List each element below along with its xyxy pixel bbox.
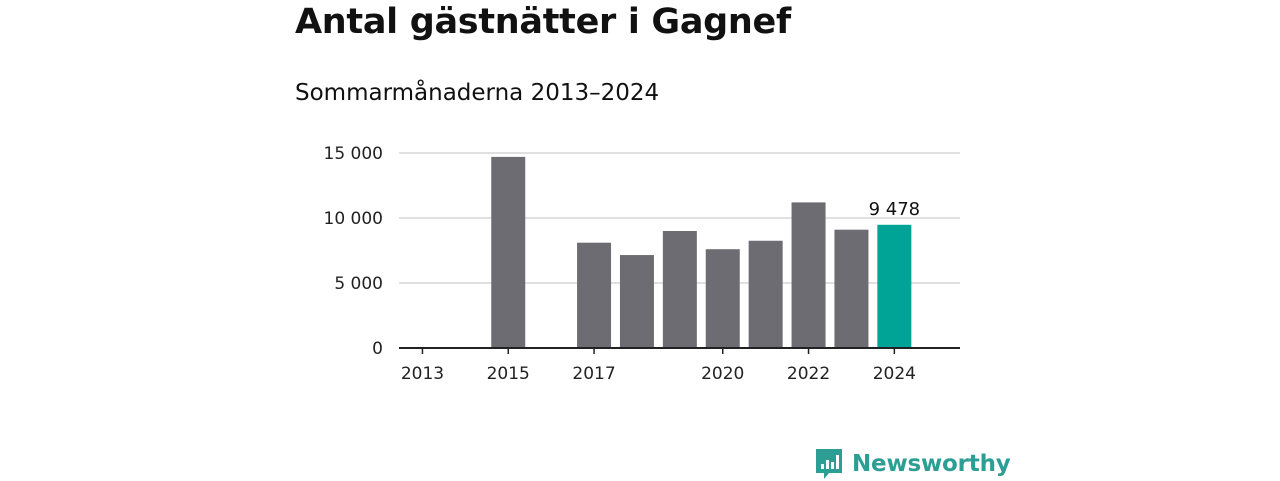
- y-tick-label: 5 000: [334, 274, 383, 294]
- bar: [705, 249, 740, 348]
- bar-highlight: [877, 224, 912, 348]
- brand-name: Newsworthy: [852, 451, 1011, 477]
- x-tick-label: 2024: [873, 364, 916, 384]
- x-tick-label: 2017: [572, 364, 615, 384]
- x-tick-label: 2022: [787, 364, 830, 384]
- y-tick-label: 15 000: [324, 144, 383, 164]
- x-tick-label: 2015: [487, 364, 530, 384]
- chart-title: Antal gästnätter i Gagnef: [295, 2, 791, 42]
- bar: [577, 242, 612, 348]
- axes: [399, 347, 960, 354]
- data-label: 9 478: [869, 199, 921, 220]
- bar: [791, 202, 826, 348]
- brand-logo: Newsworthy: [814, 447, 1011, 481]
- bar: [834, 229, 869, 348]
- chart-subtitle: Sommarmånaderna 2013–2024: [295, 80, 660, 106]
- y-tick-label: 0: [372, 339, 383, 359]
- bars: [491, 156, 912, 348]
- bar: [662, 231, 697, 348]
- bar: [619, 255, 654, 348]
- y-tick-label: 10 000: [324, 209, 383, 229]
- x-tick-label: 2013: [401, 364, 444, 384]
- bar: [491, 156, 526, 348]
- bar: [748, 240, 783, 348]
- tick-labels: 0 5 000 10 000 15 000 2013 2015 2017 2020 2022 9 …: [324, 144, 921, 384]
- x-tick-label: 2020: [701, 364, 744, 384]
- bar-chart-bubble-icon: [816, 449, 842, 479]
